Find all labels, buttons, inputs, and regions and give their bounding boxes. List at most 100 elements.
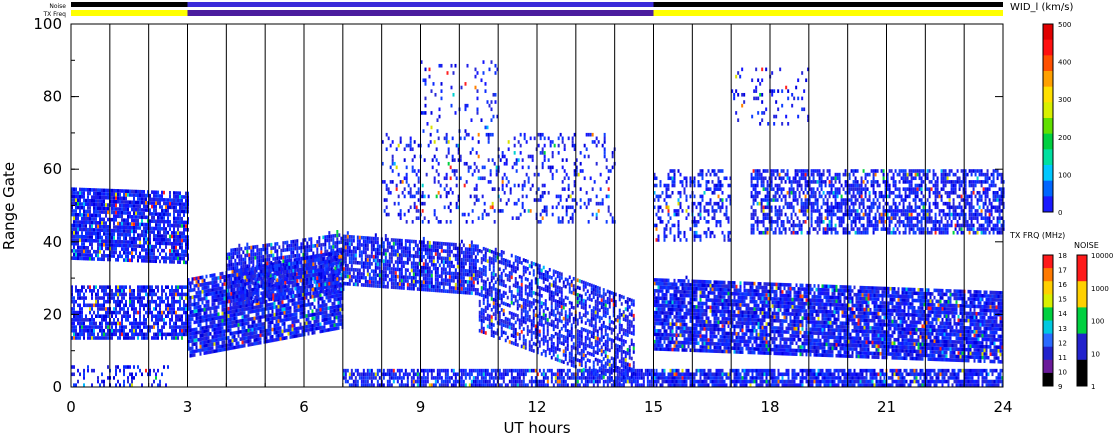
echo-cell [460, 272, 463, 277]
echo-cell [320, 243, 323, 247]
echo-cell [201, 333, 204, 338]
echo-cell [325, 288, 328, 293]
echo-cell [75, 205, 77, 210]
echo-cell [181, 336, 183, 340]
echo-cell [256, 284, 259, 289]
echo-cell [331, 323, 334, 328]
echo-cell [370, 262, 373, 266]
echo-cell [478, 379, 481, 384]
echo-cell [219, 293, 222, 298]
echo-cell [73, 365, 75, 369]
echo-cell [213, 298, 216, 303]
echo-cell [145, 240, 147, 245]
echo-cell [339, 318, 342, 323]
echo-cell [283, 310, 286, 315]
echo-cell [105, 214, 107, 218]
echo-cell [360, 261, 363, 265]
echo-cell [115, 188, 117, 193]
echo-cell [243, 303, 246, 308]
echo-cell [93, 191, 95, 196]
echo-cell [424, 244, 427, 248]
echo-cell [344, 238, 347, 242]
echo-cell [468, 280, 471, 284]
echo-cell [105, 285, 107, 289]
echo-cell [169, 227, 171, 231]
echo-cell [334, 270, 337, 274]
echo-cell [322, 279, 325, 283]
echo-cell [364, 243, 367, 248]
echo-cell [93, 238, 95, 243]
echo-cell [89, 231, 91, 236]
echo-cell [107, 299, 109, 304]
echo-cell [91, 303, 93, 308]
echo-cell [157, 368, 159, 373]
echo-cell [348, 267, 351, 272]
echo-cell [388, 372, 391, 377]
echo-cell [89, 206, 91, 210]
echo-cell [195, 345, 198, 350]
echo-cell [199, 319, 202, 324]
echo-cell [117, 365, 119, 369]
echo-cell [364, 376, 367, 380]
echo-cell [331, 305, 334, 310]
echo-cell [99, 206, 101, 211]
echo-cell [244, 268, 247, 272]
echo-cell [366, 368, 369, 373]
echo-cell [342, 256, 345, 260]
echo-cell [250, 278, 253, 282]
echo-cell [386, 285, 389, 289]
echo-cell [95, 228, 97, 232]
echo-cell [137, 299, 139, 304]
echo-cell [193, 349, 196, 354]
echo-cell [131, 328, 133, 333]
echo-cell [293, 309, 296, 313]
echo-cell [454, 275, 457, 280]
echo-cell [89, 288, 91, 293]
echo-cell [256, 295, 259, 300]
echo-cell [129, 365, 131, 369]
echo-cell [502, 379, 505, 384]
echo-cell [133, 292, 135, 297]
echo-cell [476, 379, 479, 384]
echo-cell [157, 248, 159, 253]
echo-cell [125, 225, 127, 230]
echo-cell [424, 251, 427, 256]
echo-cell [81, 328, 83, 333]
echo-cell [396, 274, 399, 279]
echo-cell [87, 256, 89, 261]
echo-cell [251, 316, 254, 321]
echo-cell [159, 226, 161, 231]
echo-cell [440, 260, 443, 264]
echo-cell [306, 277, 309, 282]
echo-cell [470, 244, 473, 248]
echo-cell [332, 281, 335, 285]
echo-cell [219, 337, 222, 342]
echo-cell [462, 261, 465, 266]
echo-cell [155, 219, 157, 224]
echo-cell [325, 317, 328, 322]
echo-cell [91, 202, 93, 207]
echo-cell [91, 213, 93, 218]
echo-cell [181, 256, 183, 261]
echo-cell [265, 328, 268, 333]
echo-cell [346, 238, 349, 243]
echo-cell [197, 312, 200, 317]
echo-cell [252, 259, 255, 264]
echo-cell [123, 243, 125, 248]
echo-cell [289, 280, 292, 285]
echo-cell [129, 303, 131, 308]
echo-cell [246, 249, 249, 254]
echo-cell [203, 296, 206, 301]
echo-cell [304, 256, 307, 260]
echo-cell [366, 283, 369, 288]
echo-cell [97, 220, 99, 225]
echo-cell [412, 239, 415, 244]
echo-cell [309, 320, 312, 325]
echo-cell [386, 263, 389, 267]
echo-cell [386, 274, 389, 278]
echo-cell [139, 200, 141, 205]
echo-cell [456, 279, 459, 283]
echo-cell [295, 286, 298, 291]
echo-cell [267, 317, 270, 322]
echo-cell [267, 321, 270, 325]
